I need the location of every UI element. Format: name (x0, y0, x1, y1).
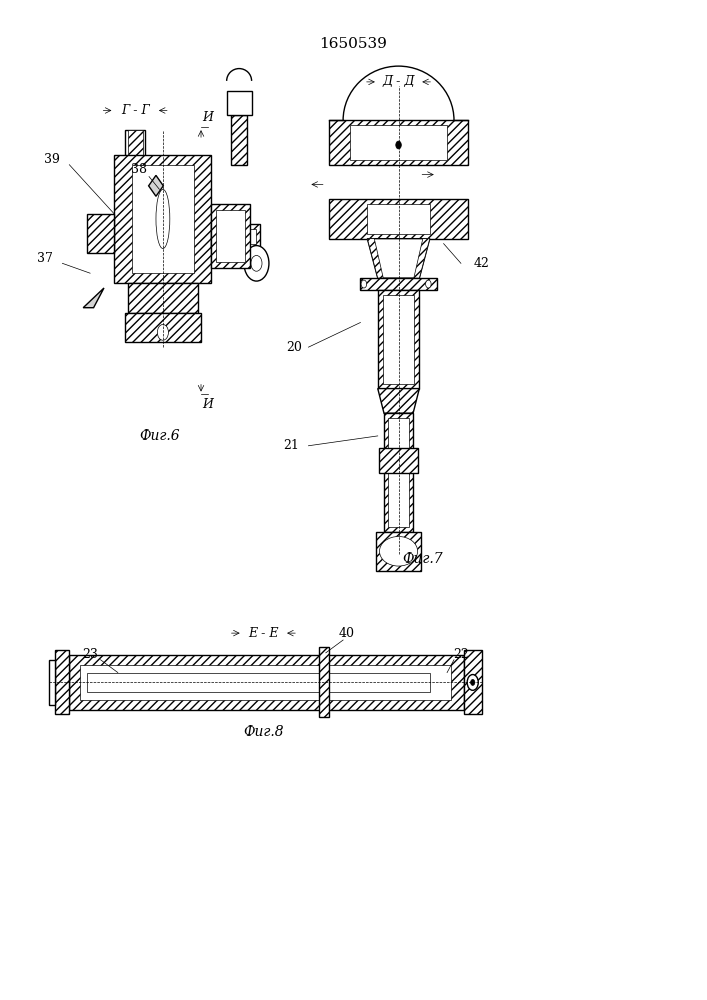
Text: Фиг.6: Фиг.6 (139, 429, 180, 443)
Text: 22: 22 (453, 648, 469, 661)
Polygon shape (368, 239, 430, 278)
Bar (49, 660, 55, 705)
Text: 23: 23 (82, 648, 98, 661)
Bar (115, 155, 211, 283)
Bar (361, 278, 437, 290)
Text: Г - Г: Г - Г (121, 104, 150, 117)
Text: 20: 20 (286, 341, 303, 354)
Circle shape (361, 280, 367, 288)
Bar (319, 647, 329, 717)
Bar (380, 448, 418, 473)
Text: 21: 21 (284, 439, 299, 452)
Bar (383, 295, 414, 384)
Text: 40: 40 (339, 627, 355, 640)
Text: 1650539: 1650539 (320, 37, 387, 51)
Bar (132, 165, 194, 273)
Ellipse shape (156, 189, 170, 249)
Circle shape (244, 246, 269, 281)
Circle shape (396, 141, 402, 149)
Bar (329, 199, 468, 239)
Text: Фиг.8: Фиг.8 (243, 725, 284, 739)
Ellipse shape (380, 536, 418, 566)
Text: Е - Е: Е - Е (248, 627, 279, 640)
Bar (216, 210, 245, 262)
Circle shape (251, 255, 262, 271)
Bar (127, 130, 143, 160)
Bar (378, 290, 419, 389)
Polygon shape (83, 288, 104, 308)
Bar (464, 650, 481, 714)
Text: 37: 37 (37, 252, 53, 265)
Text: 38: 38 (131, 163, 146, 176)
Bar (87, 673, 430, 692)
Text: И: И (202, 398, 214, 411)
Text: Фиг.7: Фиг.7 (402, 552, 443, 566)
Bar (329, 120, 468, 165)
Polygon shape (368, 239, 383, 278)
Bar (388, 418, 409, 527)
Bar (368, 204, 430, 234)
Bar (350, 125, 447, 160)
Bar (87, 214, 115, 253)
Bar (125, 130, 145, 160)
Circle shape (426, 280, 431, 288)
Circle shape (158, 324, 168, 340)
Bar (384, 413, 413, 532)
Bar (69, 655, 464, 710)
Text: 39: 39 (44, 153, 60, 166)
Bar (376, 532, 421, 571)
Text: 42: 42 (474, 257, 490, 270)
Bar (80, 665, 450, 700)
Bar (148, 175, 163, 196)
Bar (227, 91, 252, 115)
Bar (55, 650, 69, 714)
Polygon shape (378, 389, 419, 413)
Bar (230, 115, 247, 165)
Polygon shape (414, 239, 430, 278)
Bar (211, 204, 250, 268)
Text: И: И (202, 111, 214, 124)
Bar (211, 224, 260, 249)
Circle shape (467, 675, 478, 690)
Bar (128, 283, 197, 313)
Circle shape (471, 679, 475, 685)
Bar (124, 313, 201, 342)
Text: Д - Д: Д - Д (382, 75, 415, 88)
Bar (215, 229, 257, 244)
